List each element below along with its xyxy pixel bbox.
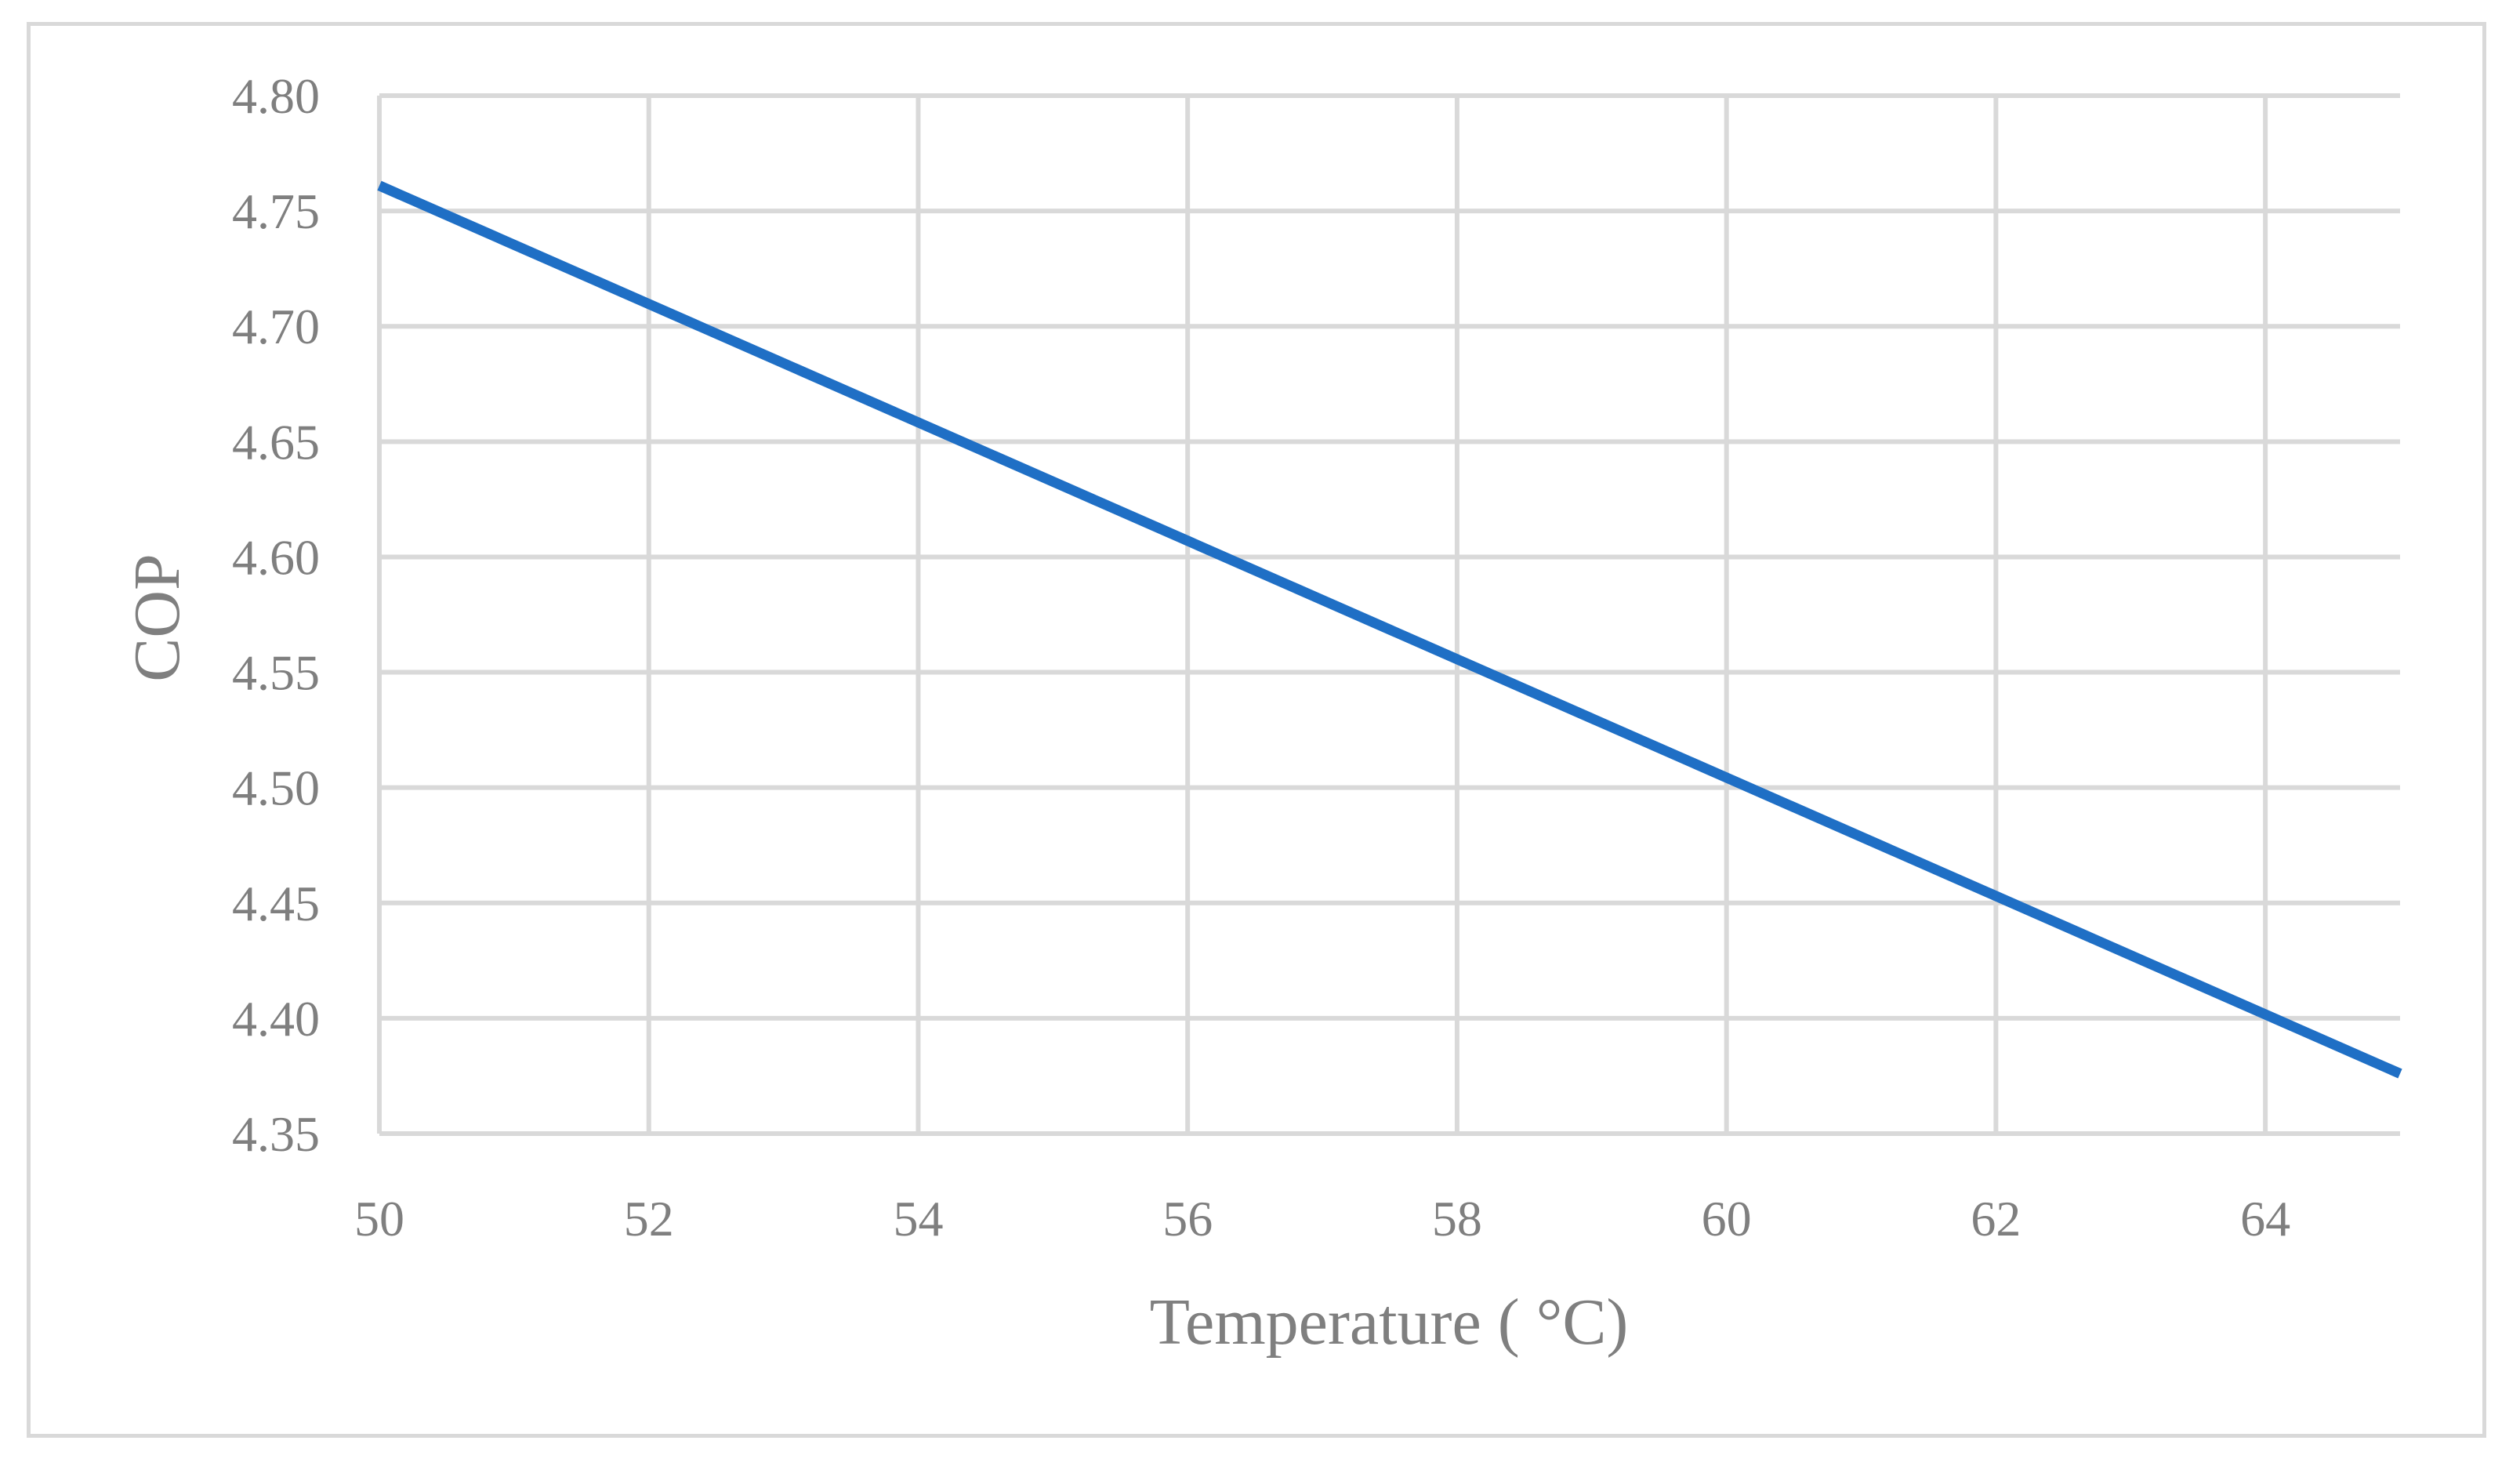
y-tick-label: 4.65 <box>232 414 320 470</box>
y-tick-label: 4.35 <box>232 1106 320 1162</box>
x-tick-label: 56 <box>1162 1191 1213 1246</box>
x-tick-label: 52 <box>624 1191 674 1246</box>
y-tick-label: 4.50 <box>232 760 320 816</box>
x-axis-title: Temperature ( °C) <box>1150 1286 1629 1359</box>
grid-layer <box>377 93 2400 1136</box>
chart-frame <box>27 22 2486 1438</box>
y-tick-label: 4.60 <box>232 529 320 585</box>
series-layer <box>377 180 2402 1079</box>
y-tick-label: 4.55 <box>232 645 320 701</box>
x-tick-labels: 50 52 54 56 58 60 62 64 <box>354 1191 2290 1246</box>
y-tick-label: 4.45 <box>232 876 320 931</box>
x-tick-label: 58 <box>1432 1191 1482 1246</box>
x-tick-label: 60 <box>1702 1191 1752 1246</box>
x-tick-label: 50 <box>354 1191 404 1246</box>
x-tick-label: 64 <box>2240 1191 2290 1246</box>
y-tick-label: 4.80 <box>232 68 320 124</box>
y-tick-label: 4.75 <box>232 183 320 239</box>
series-line-cop <box>377 180 2402 1079</box>
y-tick-label: 4.70 <box>232 299 320 354</box>
y-tick-label: 4.40 <box>232 991 320 1047</box>
axis-layer <box>377 96 2400 1136</box>
x-tick-label: 62 <box>1971 1191 2021 1246</box>
y-axis-title: COP <box>121 553 194 681</box>
x-tick-label: 54 <box>893 1191 943 1246</box>
y-tick-labels: 4.35 4.40 4.45 4.50 4.55 4.60 4.65 4.70 4.75 4.80 <box>232 68 320 1162</box>
